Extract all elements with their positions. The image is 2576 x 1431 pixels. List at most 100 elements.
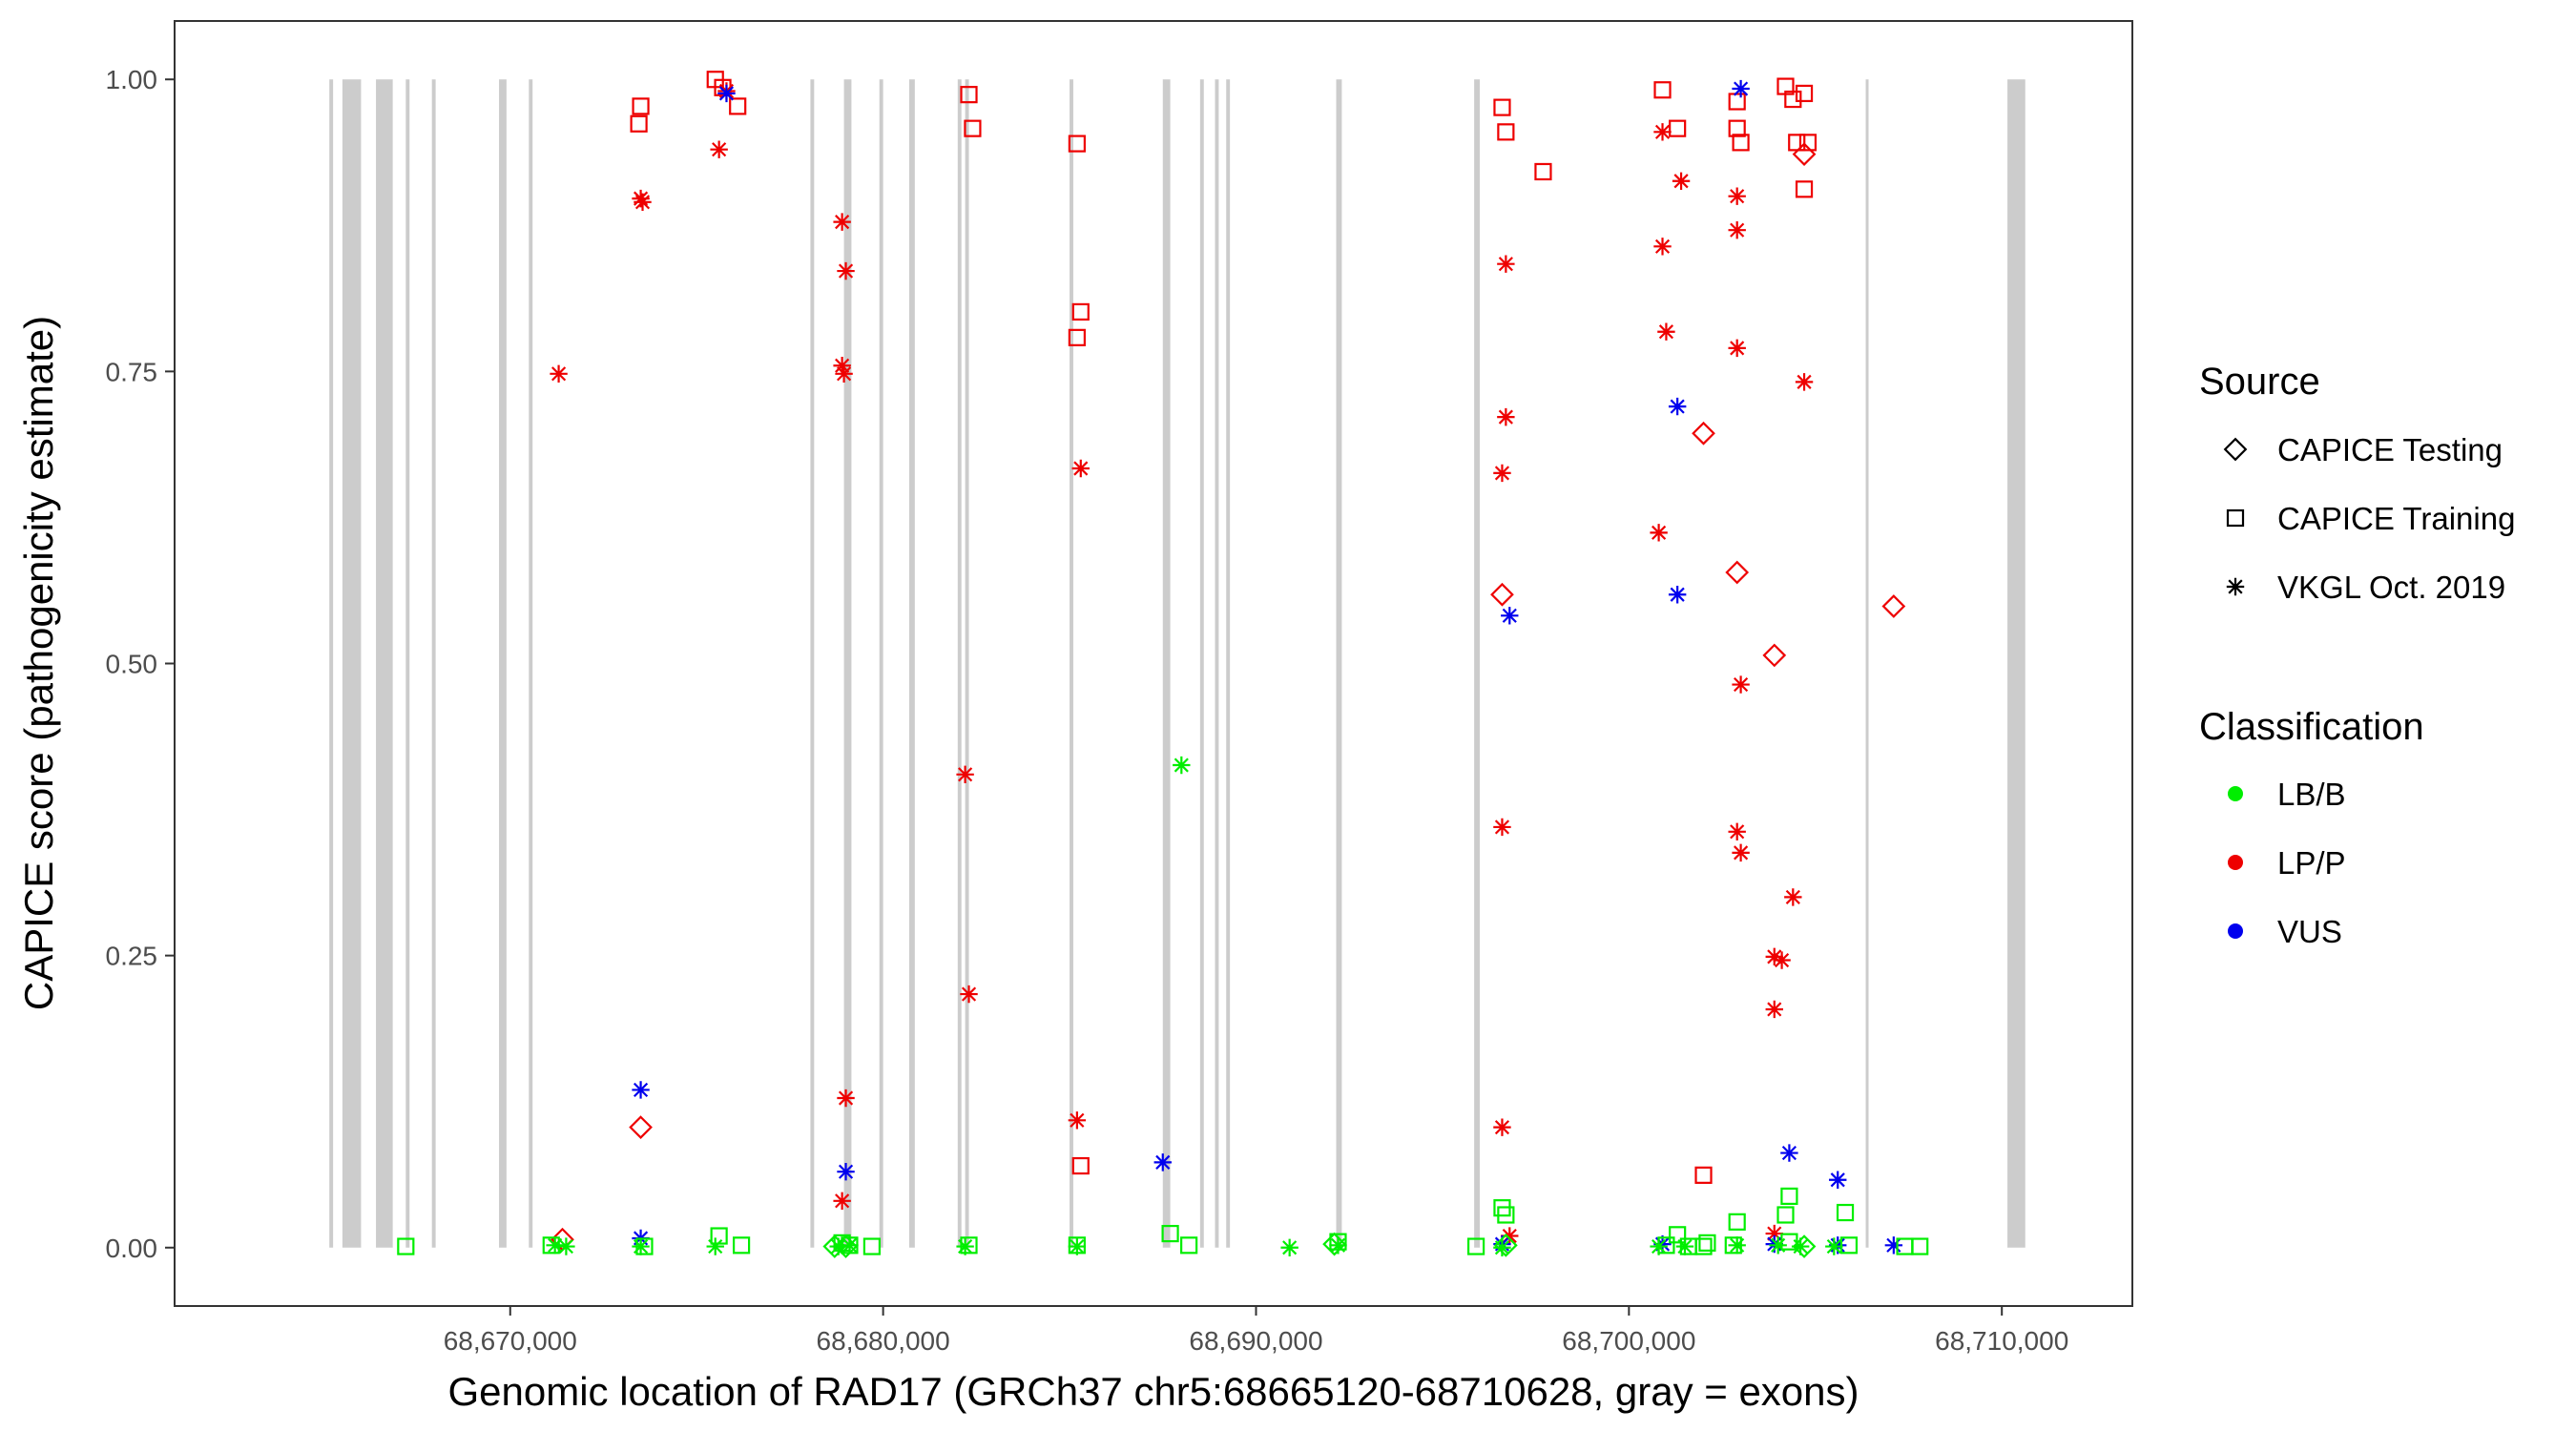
point-lp-p-vkgl-oct-2019-8 [833, 357, 851, 375]
point-lp-p-vkgl-oct-2019-19 [1493, 818, 1511, 837]
point-lb-b-capice-training-2 [542, 1236, 560, 1255]
point-lb-b-capice-training-4 [710, 1227, 728, 1245]
point-lb-b-capice-training-21 [1698, 1234, 1716, 1252]
point-lb-b-capice-training-18 [1669, 1226, 1687, 1244]
point-lp-p-capice-training-23 [1795, 84, 1814, 103]
point-lp-p-vkgl-oct-2019-26 [1650, 524, 1668, 542]
y-tick-label-3: 0.50 [106, 650, 158, 679]
legend-source-title: Source [2199, 361, 2320, 403]
point-lb-b-capice-training-27 [1836, 1203, 1855, 1222]
legend-label-vus: VUS [2277, 914, 2342, 949]
point-lp-p-vkgl-oct-2019-12 [956, 765, 974, 784]
point-lb-b-capice-testing-4 [1494, 1233, 1518, 1257]
exon-band-11 [908, 79, 915, 1248]
x-axis-title: Genomic location of RAD17 (GRCh37 chr5:6… [447, 1369, 1859, 1414]
exon-band-3 [376, 79, 393, 1248]
point-lp-p-capice-testing-4 [1692, 421, 1715, 446]
point-lp-p-capice-testing-2 [629, 1115, 653, 1140]
point-vus-vkgl-oct-2019-16 [1884, 1236, 1903, 1255]
point-lp-p-vkgl-oct-2019-15 [1068, 1111, 1087, 1130]
point-lp-p-vkgl-oct-2019-3 [634, 193, 652, 212]
exon-band-20 [1474, 79, 1480, 1248]
point-lb-b-capice-testing-5 [1792, 1234, 1817, 1258]
point-lp-p-vkgl-oct-2019-20 [1493, 1118, 1511, 1136]
legend-label-lb-b: LB/B [2277, 777, 2346, 812]
point-lp-p-vkgl-oct-2019-11 [833, 1192, 851, 1210]
point-lp-p-vkgl-oct-2019-14 [1071, 459, 1090, 478]
point-lb-b-capice-testing-1 [822, 1234, 847, 1258]
exon-band-2 [342, 79, 362, 1248]
point-lp-p-vkgl-oct-2019-24 [1653, 238, 1672, 256]
legend-key-lb-b [2228, 786, 2243, 801]
point-vus-vkgl-oct-2019-14 [1829, 1171, 1847, 1189]
legend-source: Source CAPICE Testing CAPICE Training VKGL… [2199, 361, 2515, 605]
point-lb-b-vkgl-oct-2019-14 [1675, 1237, 1694, 1255]
point-lb-b-capice-training-26 [1780, 1233, 1798, 1251]
point-lp-p-vkgl-oct-2019-22 [1653, 123, 1672, 141]
point-lp-p-vkgl-oct-2019-13 [960, 985, 978, 1004]
y-tick-label-5: 1.00 [106, 65, 158, 94]
legend-key-vkgl-oct-2019 [2226, 577, 2245, 596]
point-lb-b-capice-training-28 [1839, 1236, 1859, 1255]
point-lp-p-capice-training-26 [1795, 180, 1814, 198]
point-vus-vkgl-oct-2019-9 [1668, 586, 1687, 604]
legend-key-capice-testing [2223, 437, 2248, 462]
point-lb-b-vkgl-oct-2019-3 [632, 1237, 650, 1255]
point-lp-p-vkgl-oct-2019-4 [710, 140, 728, 158]
point-lb-b-vkgl-oct-2019-7 [956, 1237, 974, 1255]
point-lp-p-vkgl-oct-2019-37 [1795, 373, 1814, 391]
point-lp-p-vkgl-oct-2019-7 [837, 261, 855, 280]
point-lp-p-capice-training-12 [1493, 98, 1511, 116]
point-lb-b-capice-training-23 [1728, 1213, 1746, 1231]
point-lp-p-vkgl-oct-2019-16 [1497, 255, 1515, 273]
point-lp-p-vkgl-oct-2019-6 [833, 213, 851, 231]
point-lp-p-capice-testing-8 [1881, 594, 1906, 618]
y-tick-label-2: 0.25 [106, 942, 158, 971]
exon-bands [329, 79, 2025, 1248]
point-lp-p-vkgl-oct-2019-25 [1657, 322, 1675, 341]
point-lb-b-capice-training-17 [1657, 1236, 1675, 1255]
point-lp-p-capice-training-19 [1728, 119, 1746, 137]
point-lb-b-vkgl-oct-2019-18 [1825, 1237, 1843, 1255]
point-lb-b-capice-training-14 [1466, 1237, 1485, 1255]
point-lb-b-capice-training-3 [635, 1237, 654, 1255]
point-lp-p-vkgl-oct-2019-1 [550, 364, 568, 384]
point-lb-b-capice-training-8 [862, 1237, 882, 1255]
point-lp-p-vkgl-oct-2019-29 [1728, 339, 1746, 358]
point-lb-b-vkgl-oct-2019-8 [1068, 1237, 1087, 1255]
exon-band-14 [1070, 79, 1073, 1248]
legend-classification: Classification LB/B LP/P VUS [2199, 706, 2424, 949]
point-lp-p-capice-training-6 [960, 86, 978, 104]
point-lb-b-capice-testing-2 [834, 1234, 858, 1258]
point-vus-vkgl-oct-2019-3 [717, 84, 736, 103]
point-lb-b-vkgl-oct-2019-1 [546, 1236, 564, 1255]
point-lp-p-vkgl-oct-2019-17 [1497, 407, 1515, 426]
point-lp-p-vkgl-oct-2019-38 [1765, 1224, 1783, 1243]
point-lb-b-vkgl-oct-2019-17 [1791, 1237, 1810, 1255]
point-lb-b-capice-training-1 [397, 1237, 415, 1255]
point-lp-p-capice-testing-5 [1725, 560, 1750, 585]
point-lp-p-capice-training-11 [1071, 1156, 1090, 1175]
point-vus-vkgl-oct-2019-12 [1780, 1144, 1798, 1162]
point-lp-p-capice-training-18 [1728, 93, 1746, 111]
legend-key-vus [2228, 923, 2243, 939]
y-axis-title: CAPICE score (pathogenicity estimate) [16, 316, 61, 1010]
point-lp-p-vkgl-oct-2019-10 [837, 1089, 855, 1108]
legend-key-capice-training [2226, 508, 2245, 528]
point-lp-p-vkgl-oct-2019-35 [1773, 951, 1791, 969]
point-lp-p-capice-training-13 [1497, 123, 1515, 141]
exon-band-15 [1162, 79, 1171, 1248]
exon-band-8 [810, 79, 815, 1248]
exon-band-5 [431, 79, 436, 1248]
point-lp-p-vkgl-oct-2019-31 [1728, 822, 1746, 841]
point-lp-p-capice-training-20 [1732, 134, 1750, 152]
y-tick-label-1: 0.00 [106, 1234, 158, 1263]
point-lp-p-capice-training-9 [1071, 302, 1090, 321]
point-lp-p-capice-training-8 [1068, 135, 1086, 153]
point-lp-p-capice-testing-3 [1490, 582, 1514, 607]
exon-band-22 [2007, 79, 2025, 1248]
point-lb-b-capice-training-16 [1497, 1206, 1515, 1224]
point-lb-b-capice-training-12 [1180, 1236, 1198, 1255]
legend-label-lp-p: LP/P [2277, 845, 2346, 881]
point-lp-p-capice-training-14 [1534, 162, 1552, 181]
